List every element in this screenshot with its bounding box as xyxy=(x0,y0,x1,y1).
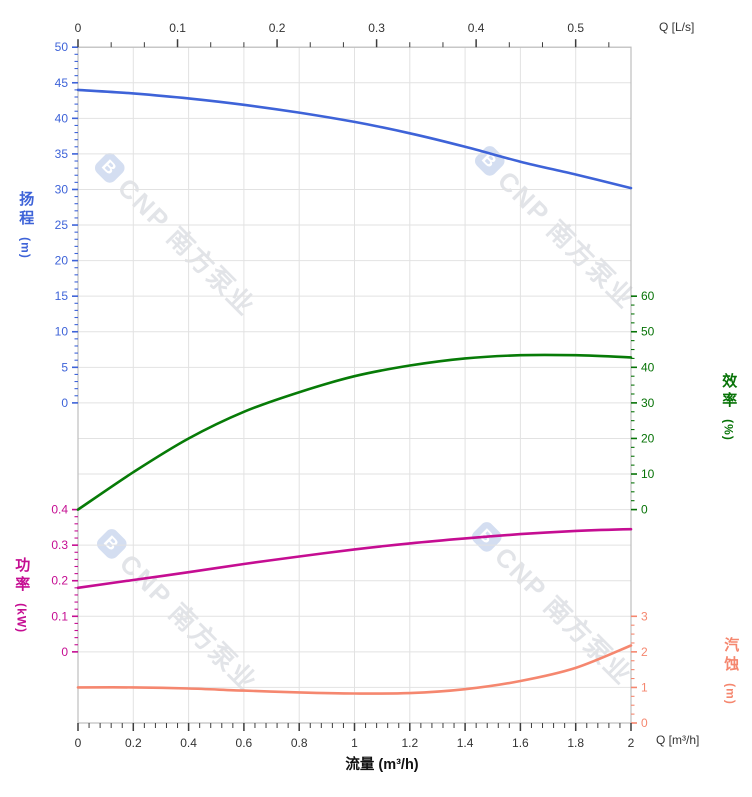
top-x-axis-unit-label: Q [L/s] xyxy=(659,20,695,34)
svg-text:0.4: 0.4 xyxy=(180,736,197,750)
svg-text:1: 1 xyxy=(641,680,648,694)
svg-text:2: 2 xyxy=(641,645,648,659)
svg-text:40: 40 xyxy=(641,360,655,374)
svg-text:1: 1 xyxy=(351,736,358,750)
efficiency-axis-name: 效率 xyxy=(720,373,738,411)
svg-text:0.1: 0.1 xyxy=(169,21,186,35)
svg-text:20: 20 xyxy=(55,254,69,268)
flow-x-axis-title: 流量 (m³/h) xyxy=(345,757,419,773)
power-axis-name: 功率 xyxy=(13,557,31,595)
svg-text:30: 30 xyxy=(641,396,655,410)
svg-text:0: 0 xyxy=(641,503,648,517)
svg-text:0.3: 0.3 xyxy=(51,538,68,552)
svg-text:0.2: 0.2 xyxy=(269,21,286,35)
efficiency-axis-unit: (%) xyxy=(721,419,736,441)
head-axis-title: 扬程 (m) xyxy=(17,191,34,259)
svg-text:15: 15 xyxy=(55,289,69,303)
svg-text:0.4: 0.4 xyxy=(468,21,485,35)
svg-text:20: 20 xyxy=(641,431,655,445)
svg-text:1.4: 1.4 xyxy=(457,736,474,750)
svg-text:40: 40 xyxy=(55,111,69,125)
svg-text:2: 2 xyxy=(628,736,635,750)
bottom-x-axis-unit-label: Q [m³/h] xyxy=(656,733,700,747)
svg-text:0.1: 0.1 xyxy=(51,609,68,623)
power-axis-unit: (kW) xyxy=(14,603,29,634)
curve-efficiency xyxy=(76,353,633,511)
svg-text:25: 25 xyxy=(55,218,69,232)
npsh-axis-unit: (m) xyxy=(723,683,738,705)
svg-text:0.3: 0.3 xyxy=(368,21,385,35)
svg-text:0: 0 xyxy=(75,21,82,35)
svg-text:0.5: 0.5 xyxy=(567,21,584,35)
npsh-axis-title: 汽蚀 (m) xyxy=(722,637,739,705)
svg-text:30: 30 xyxy=(55,182,69,196)
curve-npsh xyxy=(76,644,633,695)
svg-text:0: 0 xyxy=(75,736,82,750)
svg-text:10: 10 xyxy=(55,325,69,339)
svg-text:1.6: 1.6 xyxy=(512,736,529,750)
head-axis-name: 扬程 xyxy=(17,191,35,229)
power-axis-title: 功率 (kW) xyxy=(13,557,30,633)
svg-text:60: 60 xyxy=(641,289,655,303)
svg-text:3: 3 xyxy=(641,609,648,623)
curve-head xyxy=(76,88,633,190)
svg-text:50: 50 xyxy=(55,40,69,54)
svg-text:5: 5 xyxy=(61,360,68,374)
svg-text:0.4: 0.4 xyxy=(51,503,68,517)
svg-text:1.2: 1.2 xyxy=(401,736,418,750)
svg-text:0.8: 0.8 xyxy=(291,736,308,750)
efficiency-axis-title: 效率 (%) xyxy=(720,373,737,441)
svg-text:0: 0 xyxy=(61,396,68,410)
svg-text:0.2: 0.2 xyxy=(125,736,142,750)
svg-text:0.2: 0.2 xyxy=(51,574,68,588)
svg-text:45: 45 xyxy=(55,76,69,90)
svg-text:0.6: 0.6 xyxy=(236,736,253,750)
head-axis-unit: (m) xyxy=(18,237,33,259)
curve-power xyxy=(76,527,633,590)
npsh-axis-name: 汽蚀 xyxy=(722,637,740,675)
svg-text:0: 0 xyxy=(641,716,648,730)
svg-text:35: 35 xyxy=(55,147,69,161)
svg-text:1.8: 1.8 xyxy=(567,736,584,750)
svg-text:10: 10 xyxy=(641,467,655,481)
svg-text:50: 50 xyxy=(641,325,655,339)
svg-text:0: 0 xyxy=(61,645,68,659)
